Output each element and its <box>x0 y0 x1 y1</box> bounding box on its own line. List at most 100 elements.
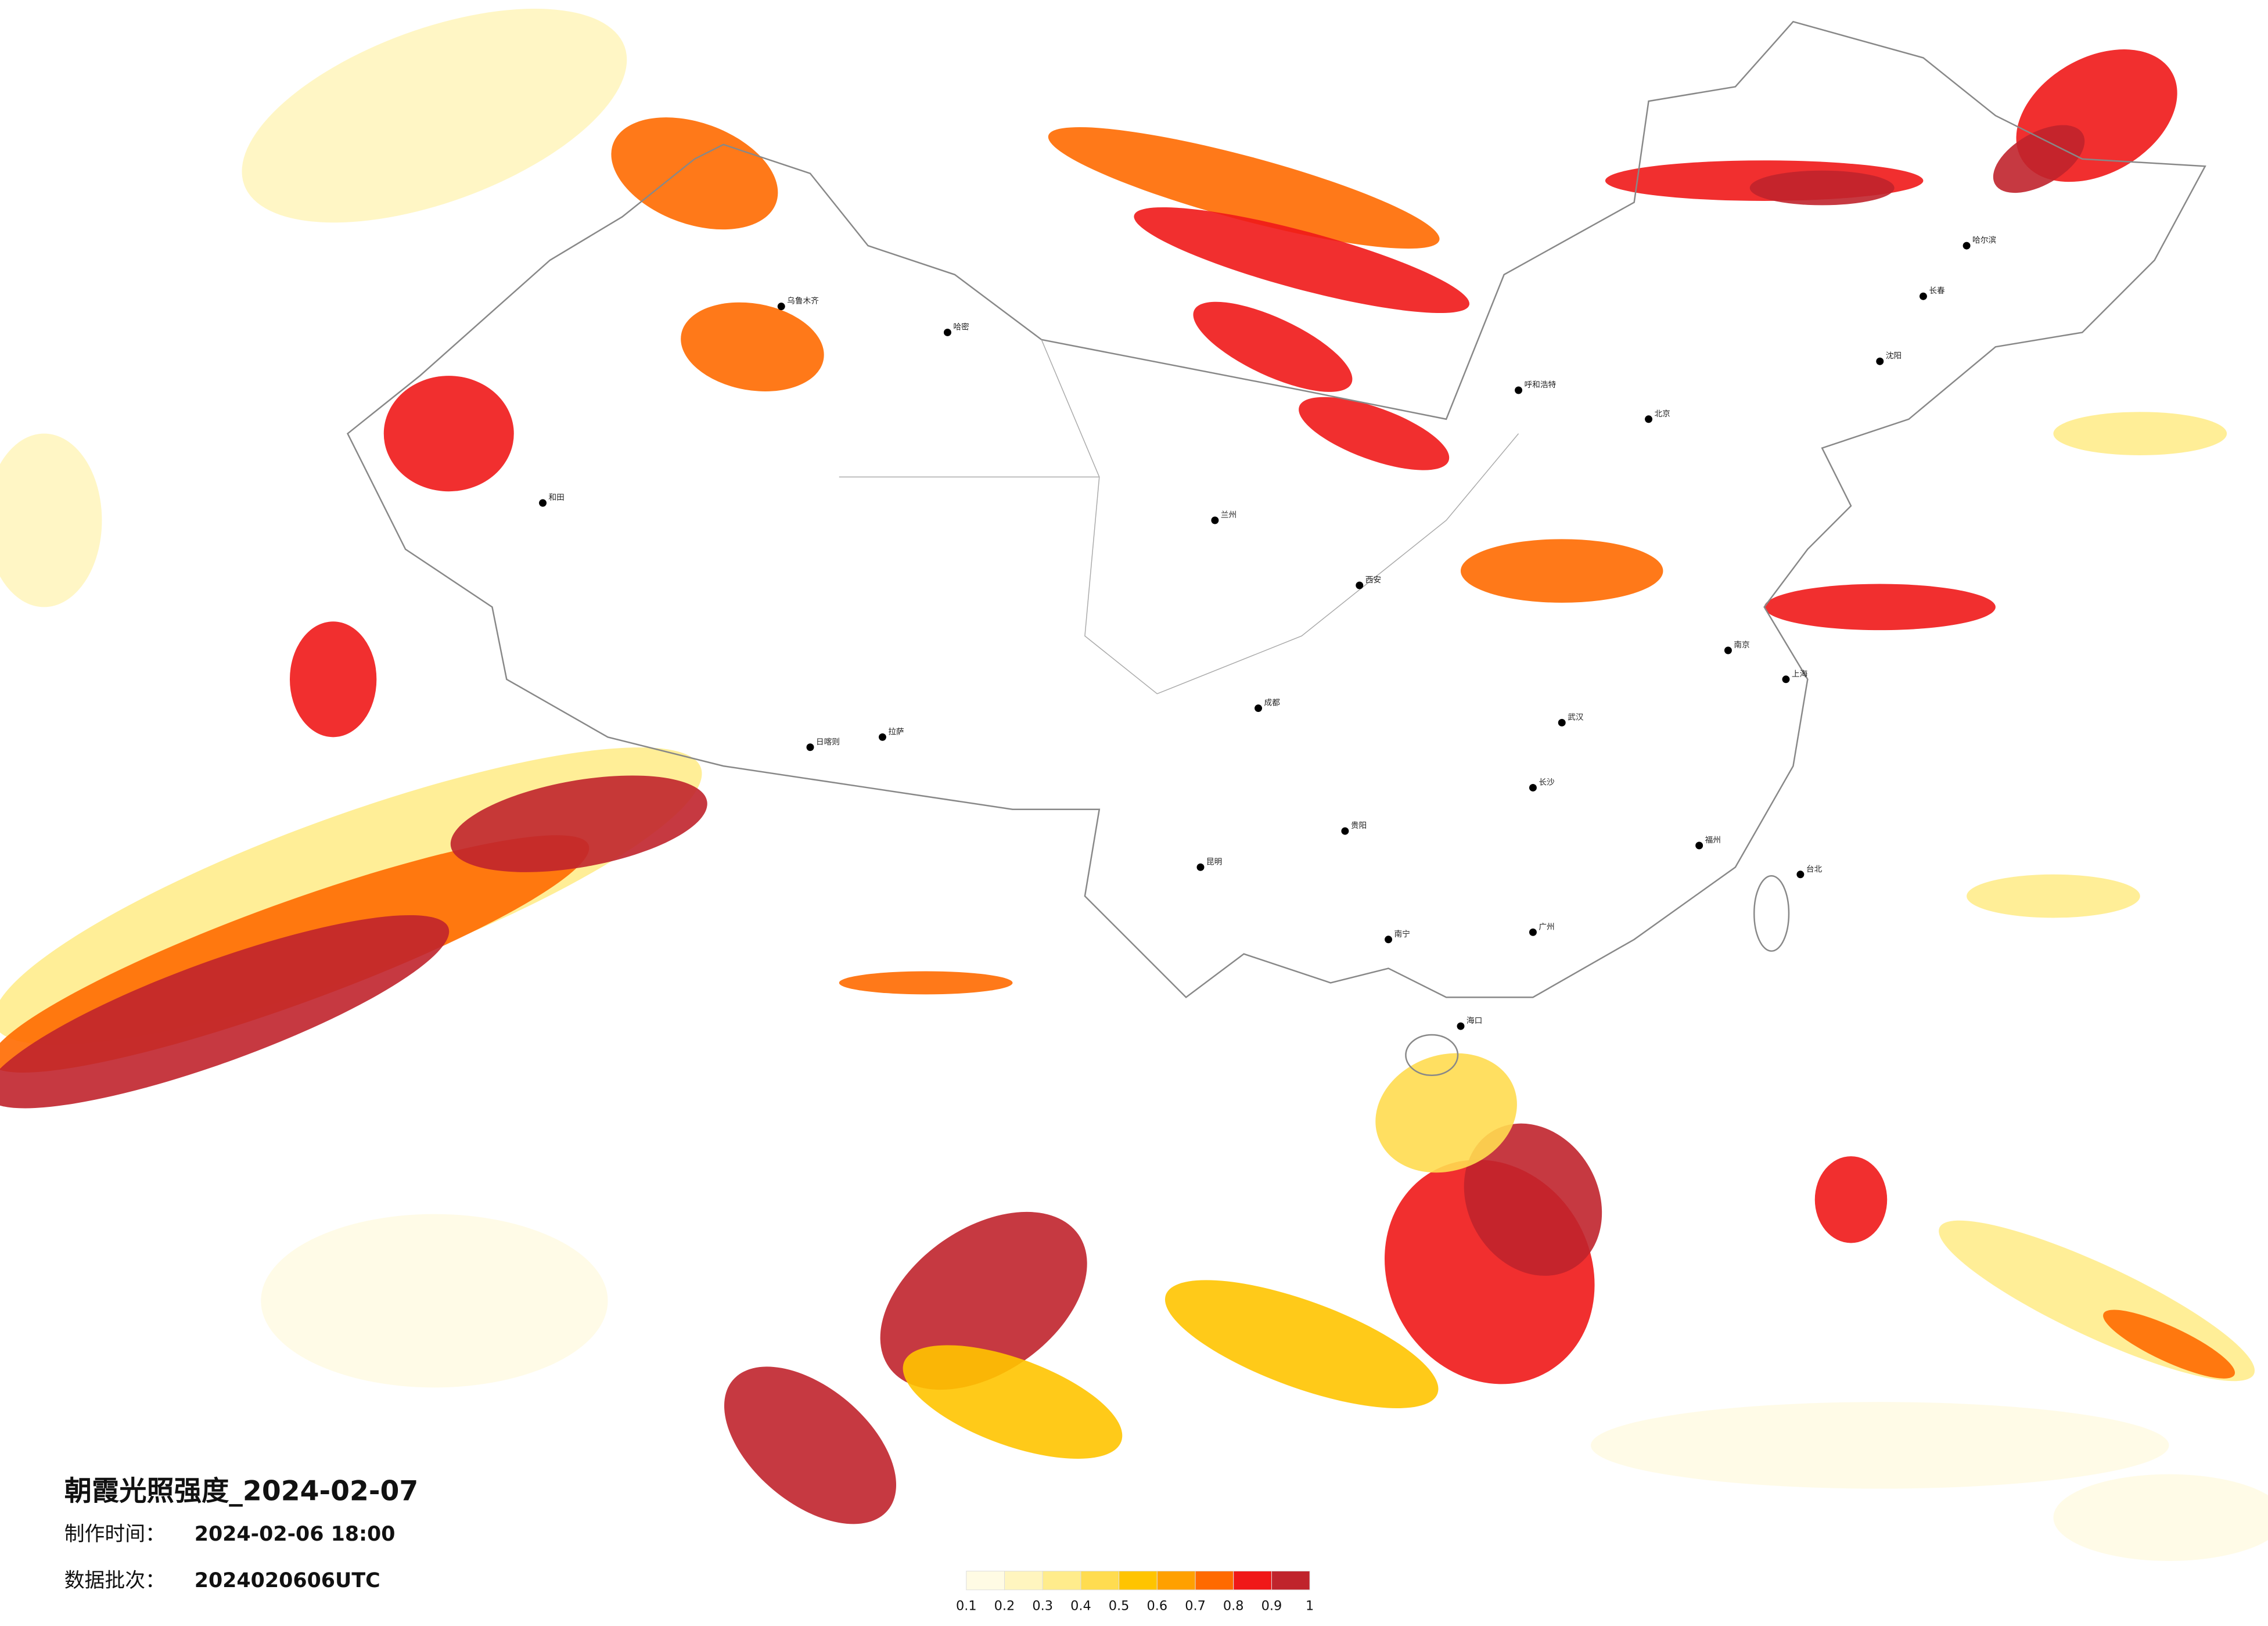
city-label: 贵阳 <box>1351 821 1367 830</box>
heat-blob <box>681 302 824 391</box>
city-dot <box>1796 870 1805 879</box>
china-outline <box>346 20 2206 1076</box>
heat-blob <box>1460 539 1663 603</box>
heat-blob <box>383 376 514 492</box>
city-dot <box>1782 675 1790 684</box>
city-label: 沈阳 <box>1886 351 1902 361</box>
heat-blob <box>1764 584 1996 631</box>
colorbar-tick-label: 1 <box>1306 1599 1314 1614</box>
city-label: 台北 <box>1806 865 1823 874</box>
city-dot <box>1211 516 1219 524</box>
colorbar-swatch <box>1042 1570 1081 1591</box>
city-dot <box>1529 783 1537 792</box>
heat-blob <box>289 621 377 738</box>
heat-blob <box>0 433 102 607</box>
city-label: 南京 <box>1734 641 1749 650</box>
city-dot <box>1255 704 1263 713</box>
heat-blob <box>450 775 707 872</box>
city-dot <box>1515 386 1523 394</box>
city-label: 海口 <box>1467 1016 1482 1026</box>
heat-blob <box>0 915 450 1109</box>
city-dot <box>539 499 547 507</box>
data-batch: 2024020606UTC <box>195 1569 380 1592</box>
heat-blob <box>1814 1156 1888 1243</box>
city-label: 哈密 <box>953 322 969 332</box>
colorbar-swatch <box>1271 1570 1310 1591</box>
heat-blob <box>1164 1280 1439 1408</box>
city-label: 西安 <box>1365 575 1381 585</box>
heat-blob <box>1749 170 1895 206</box>
heat-blob <box>1193 301 1353 392</box>
city-label: 哈尔滨 <box>1972 236 1996 245</box>
city-dot <box>777 303 785 311</box>
city-dot <box>1919 292 1927 300</box>
heat-blob <box>839 971 1013 995</box>
colorbar-tick-label: 0.1 <box>956 1599 977 1614</box>
heat-blob <box>261 1214 608 1388</box>
city-dot <box>1196 863 1205 871</box>
colorbar-tick-label: 0.3 <box>1032 1599 1053 1614</box>
heat-blob <box>1048 127 1440 249</box>
hainan <box>1405 1034 1459 1076</box>
colorbar-tick-label: 0.4 <box>1070 1599 1091 1614</box>
heat-blob <box>2103 1310 2235 1379</box>
colorbar-swatch <box>1156 1570 1196 1591</box>
city-label: 武汉 <box>1568 713 1584 722</box>
taiwan <box>1753 875 1790 952</box>
city-label: 长沙 <box>1539 778 1555 787</box>
city-label: 呼和浩特 <box>1525 380 1557 390</box>
heat-blob <box>1590 1402 2169 1489</box>
city-dot <box>878 733 886 741</box>
city-dot <box>1341 827 1349 835</box>
production-time: 2024-02-06 18:00 <box>195 1523 396 1546</box>
city-label: 广州 <box>1539 922 1554 931</box>
city-label: 成都 <box>1264 699 1281 708</box>
border <box>346 20 2206 998</box>
city-label: 上海 <box>1792 670 1808 679</box>
city-dot <box>1457 1022 1465 1030</box>
colorbar-swatch <box>966 1570 1005 1591</box>
city-label: 日喀则 <box>816 738 840 747</box>
city-label: 北京 <box>1655 409 1670 419</box>
city-label: 和田 <box>549 493 565 502</box>
city-dot <box>1558 718 1566 726</box>
colorbar-swatch <box>1119 1570 1158 1591</box>
colorbar-tick-label: 0.2 <box>994 1599 1015 1614</box>
city-dot <box>1356 581 1364 589</box>
heat-blob <box>2053 1474 2268 1561</box>
heat-blob <box>1375 1053 1517 1173</box>
city-dot <box>1645 415 1653 423</box>
city-label: 兰州 <box>1221 510 1237 520</box>
heat-blob <box>724 1366 896 1524</box>
heat-blob <box>903 1345 1123 1459</box>
city-label: 长春 <box>1929 286 1945 296</box>
heat-blob <box>1967 874 2140 918</box>
city-label: 福州 <box>1705 836 1721 845</box>
city-dot <box>1963 242 1971 250</box>
city-label: 乌鲁木齐 <box>787 297 819 306</box>
title: 朝霞光照强度_2024-02-07 <box>64 1475 419 1507</box>
heat-blob <box>1993 125 2085 193</box>
colorbar-tick-label: 0.8 <box>1223 1599 1244 1614</box>
heat-blob <box>880 1211 1087 1390</box>
colorbar-tick-label: 0.5 <box>1109 1599 1130 1614</box>
colorbar: 0.1 0.2 0.3 0.4 0.5 0.6 0.7 0.8 0.9 1 <box>956 1570 1314 1614</box>
city-dot <box>806 743 814 751</box>
heat-blob <box>1134 207 1469 314</box>
city-dot <box>1529 928 1537 936</box>
city-dot <box>1385 936 1393 944</box>
city-dot <box>943 328 951 336</box>
city-dot <box>1876 357 1884 365</box>
colorbar-tick-label: 0.9 <box>1261 1599 1282 1614</box>
production-time-label: 制作时间： <box>64 1523 166 1546</box>
heat-blob <box>611 117 778 230</box>
colorbar-tick-label: 0.7 <box>1185 1599 1206 1614</box>
data-batch-label: 数据批次： <box>64 1569 166 1592</box>
city-dot <box>1695 841 1703 850</box>
heat-blob <box>1464 1123 1602 1276</box>
city-label: 昆明 <box>1206 857 1222 866</box>
heat-blob <box>1299 397 1450 470</box>
